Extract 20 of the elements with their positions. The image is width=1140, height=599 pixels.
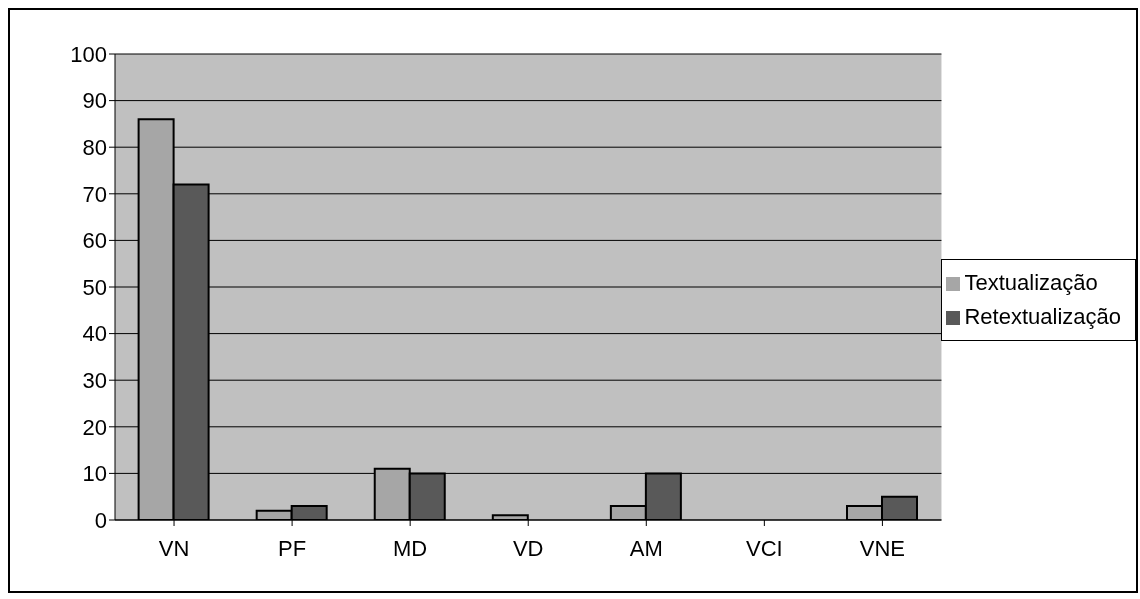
y-tick-label: 0 [94, 507, 107, 533]
y-tick-label: 60 [82, 228, 107, 254]
y-tick-label: 40 [82, 321, 107, 347]
y-tick-label: 30 [82, 368, 107, 394]
x-tick-label: VN [158, 535, 190, 561]
y-tick-label: 100 [70, 41, 107, 67]
x-tick-label: VCI [746, 535, 783, 561]
x-tick-label: VD [512, 535, 544, 561]
y-tick-label: 50 [82, 274, 107, 300]
y-tick-label: 90 [82, 88, 107, 114]
y-tick-label: 10 [82, 461, 107, 487]
x-tick-label: VNE [859, 535, 906, 561]
x-tick-label: PF [278, 535, 307, 561]
y-tick-label: 20 [82, 414, 107, 440]
y-tick-label: 80 [82, 135, 107, 161]
x-tick-label: MD [393, 535, 428, 561]
x-tick-label: AM [629, 535, 663, 561]
legend-label: Retextualização [964, 304, 1121, 329]
y-tick-label: 70 [82, 181, 107, 207]
legend-label: Textualização [964, 270, 1098, 295]
